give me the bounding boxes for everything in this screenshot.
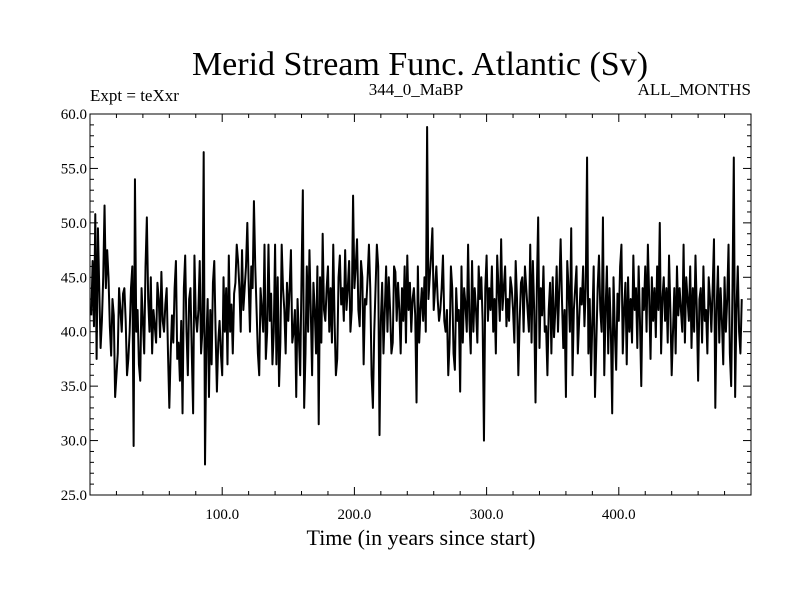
x-axis-label: Time (in years since start) xyxy=(307,525,536,550)
chart-subtitle-experiment: Expt = teXxr xyxy=(90,86,179,105)
y-tick-label: 50.0 xyxy=(61,216,87,232)
y-tick-label: 30.0 xyxy=(61,434,87,450)
x-tick-label: 300.0 xyxy=(470,507,504,523)
x-tick-label: 100.0 xyxy=(205,507,239,523)
y-tick-label: 40.0 xyxy=(61,325,87,341)
x-tick-label: 400.0 xyxy=(602,507,636,523)
y-tick-label: 45.0 xyxy=(61,270,87,286)
y-tick-label: 55.0 xyxy=(61,161,87,177)
series-line xyxy=(90,126,743,466)
chart-subtitle-period: 344_0_MaBP xyxy=(369,80,463,99)
y-tick-label: 25.0 xyxy=(61,488,87,504)
plot-frame xyxy=(89,113,752,496)
x-axis-tick-labels: 100.0 200.0 300.0 400.0 xyxy=(205,507,635,523)
y-tick-label: 35.0 xyxy=(61,379,87,395)
x-tick-label: 200.0 xyxy=(338,507,372,523)
chart-subtitle-months: ALL_MONTHS xyxy=(638,80,751,99)
y-tick-label: 60.0 xyxy=(61,107,87,123)
y-axis-tick-labels: 25.0 30.0 35.0 40.0 45.0 50.0 55.0 60.0 xyxy=(61,107,87,504)
chart-title: Merid Stream Func. Atlantic (Sv) xyxy=(192,46,648,83)
